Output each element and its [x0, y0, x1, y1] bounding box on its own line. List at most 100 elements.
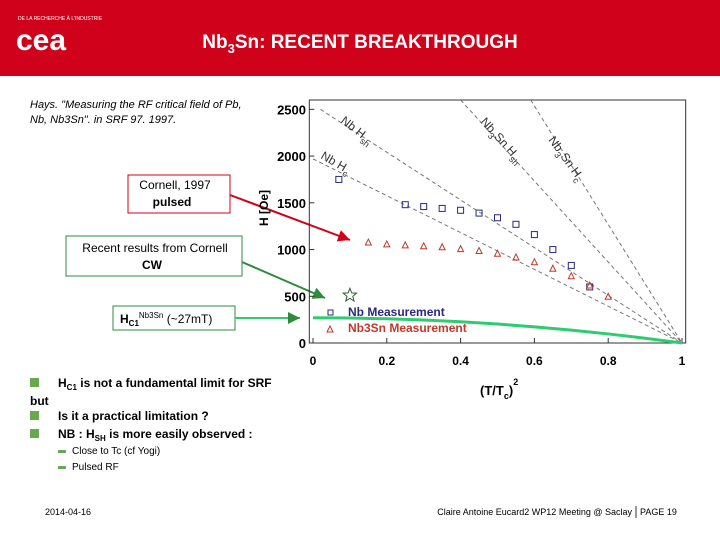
legend-marker: [327, 309, 334, 316]
bullet-part: is not a fundamental limit for SRF: [77, 376, 272, 390]
x-tick-label: 1: [679, 354, 686, 368]
data-point: [585, 280, 594, 289]
bullet-part: is more easily observed :: [106, 427, 253, 441]
data-point: [530, 257, 539, 266]
data-point: [419, 241, 428, 250]
plot-frame: [308, 99, 687, 344]
data-point: [457, 206, 465, 214]
data-point: [475, 246, 483, 254]
callout-box: [127, 174, 231, 214]
x-tick-label: 0.8: [600, 354, 617, 368]
reference-label-part: c: [341, 168, 350, 179]
legend-label: Nb3Sn Measurement: [348, 321, 467, 335]
highlight-star: [341, 286, 358, 303]
data-point: [401, 240, 410, 249]
bullet-text: NB : HSH is more easily observed :: [58, 427, 253, 443]
reference-line: [320, 108, 683, 344]
callout-text: pulsed: [153, 195, 192, 209]
y-tick-label: 1500: [277, 196, 306, 211]
sub-bullet-text: Close to Tc (cf Yogi): [72, 446, 160, 457]
reference-label-part: 3: [552, 150, 563, 160]
x-label-part: ): [509, 383, 513, 398]
data-point: [364, 237, 373, 246]
x-tick-label: 0: [310, 354, 317, 368]
data-point: [456, 244, 465, 253]
data-point: [493, 249, 502, 257]
reference-line: [460, 99, 683, 344]
bullet-part: NB : H: [58, 427, 95, 441]
bullet-text: but: [30, 394, 49, 408]
y-tick-label: 2500: [277, 102, 306, 117]
callout-box: [65, 235, 243, 277]
title-sub: 3: [228, 41, 235, 56]
data-point: [530, 231, 538, 239]
y-tick-label: 2000: [277, 149, 306, 164]
legend-marker: [326, 324, 334, 333]
data-point: [382, 239, 391, 248]
x-tick-label: 0.2: [378, 354, 395, 368]
x-label-part: c: [504, 391, 509, 401]
bullet-part: SH: [95, 434, 106, 443]
callout-text: Recent results from Cornell: [82, 241, 227, 255]
data-point: [401, 201, 409, 209]
arrow: [229, 194, 351, 242]
bullet-part: C1: [67, 383, 78, 392]
legend-label: Nb Measurement: [348, 305, 445, 319]
callout-text: HC1Nb3Sn (~27mT): [120, 311, 212, 328]
title-part: Sn: RECENT BREAKTHROUGH: [235, 32, 518, 53]
data-point: [512, 220, 520, 228]
x-tick-label: 0.6: [526, 354, 543, 368]
title-part: Nb: [202, 32, 227, 53]
y-axis-label: H [Oe]: [257, 190, 271, 226]
callout-part: (~27mT): [163, 312, 212, 326]
data-point: [549, 264, 557, 272]
data-point: [586, 283, 594, 291]
logo: cea: [16, 24, 66, 57]
footer-event: Claire Antoine Eucard2 WP12 Meeting @ Sa…: [437, 507, 632, 517]
y-tick-label: 0: [299, 336, 306, 351]
data-point: [494, 214, 501, 222]
data-point: [438, 204, 446, 212]
citation: Nb, Nb3Sn". in SRF 97. 1997.: [30, 114, 176, 126]
citation: Hays. "Measuring the RF critical field o…: [30, 99, 242, 111]
callout-text: Cornell, 1997: [139, 178, 211, 192]
callout-sub: C1: [129, 319, 140, 328]
data-point: [512, 252, 520, 261]
data-point: [438, 242, 446, 251]
x-axis-label: (T/Tc)2: [480, 377, 518, 401]
bullet-marker: [30, 378, 39, 387]
callout-part: H: [120, 312, 129, 326]
data-point: [475, 209, 483, 217]
footer-page: PAGE 19: [640, 507, 677, 517]
sub-bullet-marker: [58, 466, 66, 469]
hc1-curve: [312, 316, 683, 345]
bullet-part: Is it a practical limitation ?: [58, 409, 209, 423]
x-tick-label: 0.4: [452, 354, 469, 368]
sub-bullet-text: Pulsed RF: [72, 462, 119, 473]
reference-label-part: 3: [486, 131, 497, 141]
logo-tagline: DE LA RECHERCHE À L'INDUSTRIE: [18, 15, 103, 22]
data-point: [604, 292, 613, 300]
slide-title: Nb3Sn: RECENT BREAKTHROUGH: [202, 32, 517, 56]
data-point: [420, 203, 428, 211]
arrow: [241, 261, 326, 299]
reference-line: [530, 99, 683, 344]
bullet-part: but: [30, 394, 49, 408]
y-tick-label: 500: [284, 289, 306, 304]
header-band: [0, 0, 720, 76]
bullet-part: H: [58, 376, 67, 390]
bullets: HC1 is not a fundamental limit for SRF bu…: [30, 376, 272, 473]
bullet-text: HC1 is not a fundamental limit for SRF: [58, 376, 272, 392]
data-point: [567, 261, 575, 269]
callout-text: CW: [142, 258, 163, 272]
data-point: [335, 175, 343, 183]
bullet-text: Is it a practical limitation ?: [58, 409, 209, 423]
sub-bullet-marker: [58, 450, 66, 453]
data-point: [549, 246, 557, 254]
x-label-part: 2: [513, 377, 518, 387]
bullet-marker: [30, 411, 39, 420]
data-point: [567, 271, 576, 280]
bullet-marker: [30, 429, 39, 438]
